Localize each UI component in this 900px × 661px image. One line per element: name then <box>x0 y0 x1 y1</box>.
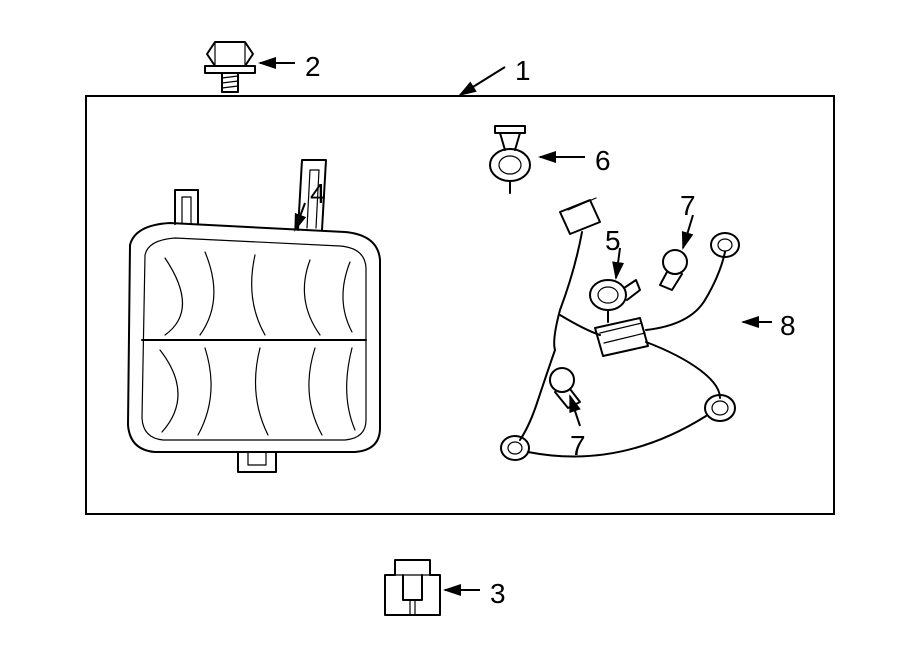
callout-5: 5 <box>605 225 621 257</box>
callout-7b: 7 <box>570 430 586 462</box>
part-high-beam-bulb <box>490 126 530 193</box>
callout-3: 3 <box>490 578 506 610</box>
callout-1: 1 <box>515 55 531 87</box>
callout-8: 8 <box>780 310 796 342</box>
callout-7a: 7 <box>680 190 696 222</box>
part-bolt <box>205 42 255 92</box>
diagram-svg <box>0 0 900 661</box>
part-signal-bulb-lower <box>550 368 580 408</box>
part-low-beam-bulb <box>590 280 640 322</box>
part-headlamp-lens <box>128 160 380 472</box>
callout-4: 4 <box>310 178 326 210</box>
leader-1 <box>460 67 505 95</box>
part-lower-retainer <box>385 560 440 615</box>
callout-6: 6 <box>595 145 611 177</box>
parts-diagram: 1 2 3 4 5 6 7 7 8 <box>0 0 900 661</box>
part-signal-bulb-upper <box>660 250 687 290</box>
callout-2: 2 <box>305 51 321 83</box>
